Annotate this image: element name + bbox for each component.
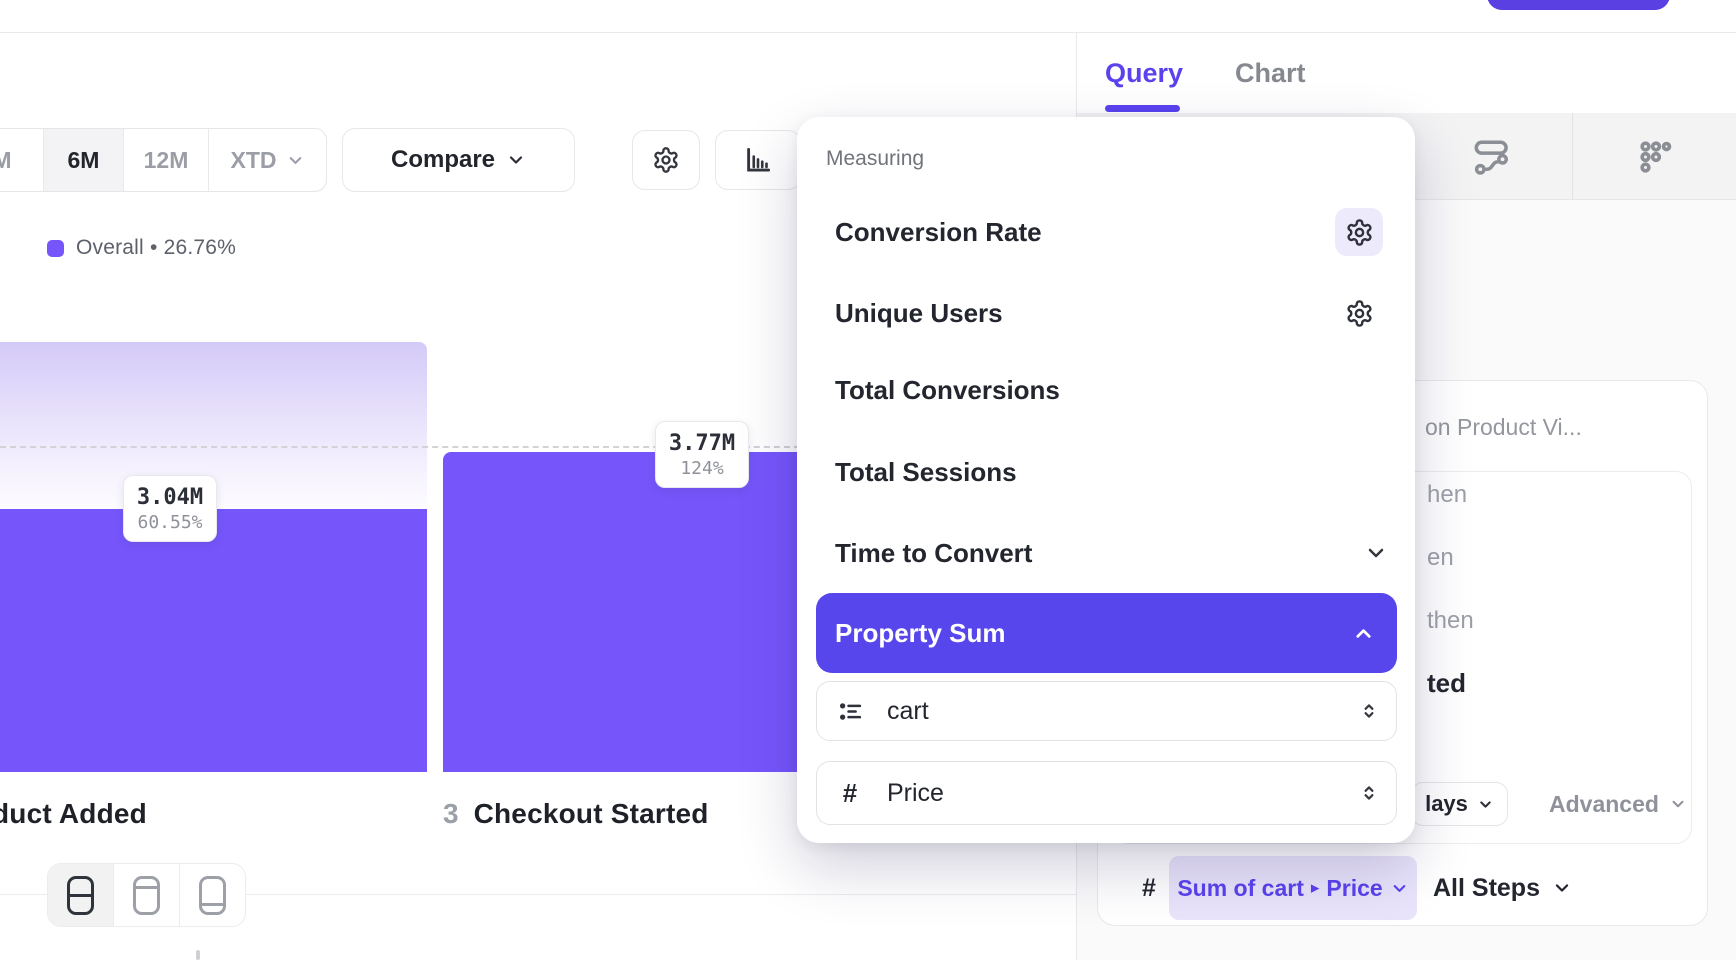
chevron-down-icon xyxy=(1669,795,1687,813)
menu-heading: Measuring xyxy=(826,147,925,170)
menu-item-total-conversions[interactable]: Total Conversions xyxy=(835,375,1060,405)
advanced-button[interactable]: Advanced xyxy=(1549,782,1687,826)
funnel-flow-icon xyxy=(1470,136,1512,178)
conversion-rate-gear-button[interactable] xyxy=(1335,208,1383,256)
measuring-dropdown-menu: Measuring Conversion Rate Unique Users T… xyxy=(797,117,1415,843)
select-updown-icon xyxy=(1358,700,1380,722)
chart-type-button[interactable] xyxy=(715,130,801,190)
active-tab-underline xyxy=(1105,105,1180,112)
scroll-nub[interactable] xyxy=(196,950,200,960)
panel-tabs: Query Chart xyxy=(1077,33,1736,113)
tab-query[interactable]: Query xyxy=(1105,57,1184,88)
step-dots-view-button[interactable] xyxy=(1596,113,1716,200)
chevron-down-icon xyxy=(506,150,526,170)
legend-overall-value: 26.76% xyxy=(163,236,237,259)
legend-label: Overall • 26.76% xyxy=(76,236,236,260)
step-fragment: then xyxy=(1427,607,1474,634)
chip-aggregation-label: Sum of cart xyxy=(1177,874,1304,901)
conversion-window-button[interactable]: lays xyxy=(1411,782,1508,826)
unique-users-gear-button[interactable] xyxy=(1335,289,1383,337)
all-steps-label: All Steps xyxy=(1433,873,1540,902)
chart-settings-button[interactable] xyxy=(632,130,700,190)
tab-chart[interactable]: Chart xyxy=(1235,57,1306,88)
chip-arrow-icon: ▸ xyxy=(1310,878,1320,897)
flow-view-button[interactable] xyxy=(1431,113,1551,200)
menu-item-total-sessions[interactable]: Total Sessions xyxy=(835,457,1017,487)
query-card-title: on Product Vi... xyxy=(1425,414,1582,440)
layout-toggle-group xyxy=(47,863,246,927)
step-2-number: 3 xyxy=(443,798,459,829)
time-range-12m[interactable]: 12M xyxy=(123,129,208,191)
panel-top-icon xyxy=(133,875,160,915)
step-2-name: Checkout Started xyxy=(473,798,709,829)
step-1-label: duct Added xyxy=(0,798,147,829)
layout-panel-bottom-button[interactable] xyxy=(179,864,245,926)
chevron-down-icon xyxy=(1364,541,1388,565)
reference-dashed-line xyxy=(0,446,800,448)
step-fragment: hen xyxy=(1427,481,1468,508)
time-range-6m-label: 6M xyxy=(67,146,100,173)
property-value: Price xyxy=(887,778,944,807)
primary-action-button-partial[interactable] xyxy=(1487,0,1670,10)
menu-item-conversion-rate[interactable]: Conversion Rate xyxy=(835,217,1042,247)
step-fragment: en xyxy=(1427,544,1454,571)
property-group-selector[interactable]: cart xyxy=(816,681,1397,741)
section-divider xyxy=(0,894,1076,895)
bar-1-conversion: 60.55% xyxy=(137,511,203,533)
chevron-down-icon xyxy=(286,151,305,170)
time-range-12m-label: 12M xyxy=(143,146,189,173)
funnel-bar-1[interactable] xyxy=(0,509,427,772)
bar-1-value: 3.04M xyxy=(136,484,204,510)
menu-item-property-sum-selected[interactable]: Property Sum xyxy=(816,593,1397,673)
time-range-xtd[interactable]: XTD xyxy=(208,129,326,191)
bar-1-value-card: 3.04M 60.55% xyxy=(123,475,217,542)
legend-swatch xyxy=(47,239,64,257)
layout-panel-top-button[interactable] xyxy=(113,864,179,926)
number-hash-icon: # xyxy=(1142,874,1156,902)
gear-icon xyxy=(1345,218,1374,247)
toolbar-divider xyxy=(1572,113,1573,200)
gear-icon xyxy=(652,146,680,174)
property-selector[interactable]: # Price xyxy=(816,761,1397,825)
all-steps-selector[interactable]: All Steps xyxy=(1433,856,1572,920)
conversion-window-label: lays xyxy=(1425,791,1468,816)
property-sum-chip[interactable]: Sum of cart ▸ Price xyxy=(1169,856,1417,920)
property-group-value: cart xyxy=(887,696,929,725)
property-sum-label: Property Sum xyxy=(835,617,1006,648)
top-divider xyxy=(0,32,1736,33)
time-range-xtd-label: XTD xyxy=(230,146,277,173)
chevron-down-icon xyxy=(1477,796,1494,813)
select-updown-icon xyxy=(1358,782,1380,804)
advanced-label: Advanced xyxy=(1549,790,1659,817)
chip-property-label: Price xyxy=(1326,874,1383,901)
chevron-down-icon xyxy=(1552,878,1572,898)
layout-split-middle-button[interactable] xyxy=(48,864,113,926)
bar-2-value: 3.77M xyxy=(668,430,736,456)
gear-icon xyxy=(1345,299,1374,328)
panel-bottom-icon xyxy=(199,875,226,915)
time-range-control: M 6M 12M XTD xyxy=(0,128,327,192)
bar-2-conversion: 124% xyxy=(680,457,724,479)
time-range-m[interactable]: M xyxy=(0,129,43,191)
number-hash-icon: # xyxy=(842,777,858,808)
menu-item-time-to-convert[interactable]: Time to Convert xyxy=(835,538,1033,568)
list-icon xyxy=(835,698,865,725)
compare-button[interactable]: Compare xyxy=(342,128,575,192)
time-range-6m[interactable]: 6M xyxy=(43,129,123,191)
step-dots-icon xyxy=(1635,136,1677,178)
legend-series-name: Overall xyxy=(76,236,144,259)
compare-label: Compare xyxy=(390,146,496,173)
time-range-m-label: M xyxy=(0,147,12,174)
bar-chart-icon xyxy=(743,145,773,175)
split-middle-icon xyxy=(67,875,94,915)
step-fragment: ted xyxy=(1427,668,1466,698)
menu-item-unique-users[interactable]: Unique Users xyxy=(835,298,1003,328)
legend-separator: • xyxy=(149,236,158,259)
chevron-up-icon xyxy=(1352,622,1375,645)
step-2-label-group: 3 Checkout Started xyxy=(443,798,709,830)
chevron-down-icon xyxy=(1390,879,1409,898)
bar-2-value-card: 3.77M 124% xyxy=(655,421,749,488)
legend[interactable]: Overall • 26.76% xyxy=(47,236,236,260)
